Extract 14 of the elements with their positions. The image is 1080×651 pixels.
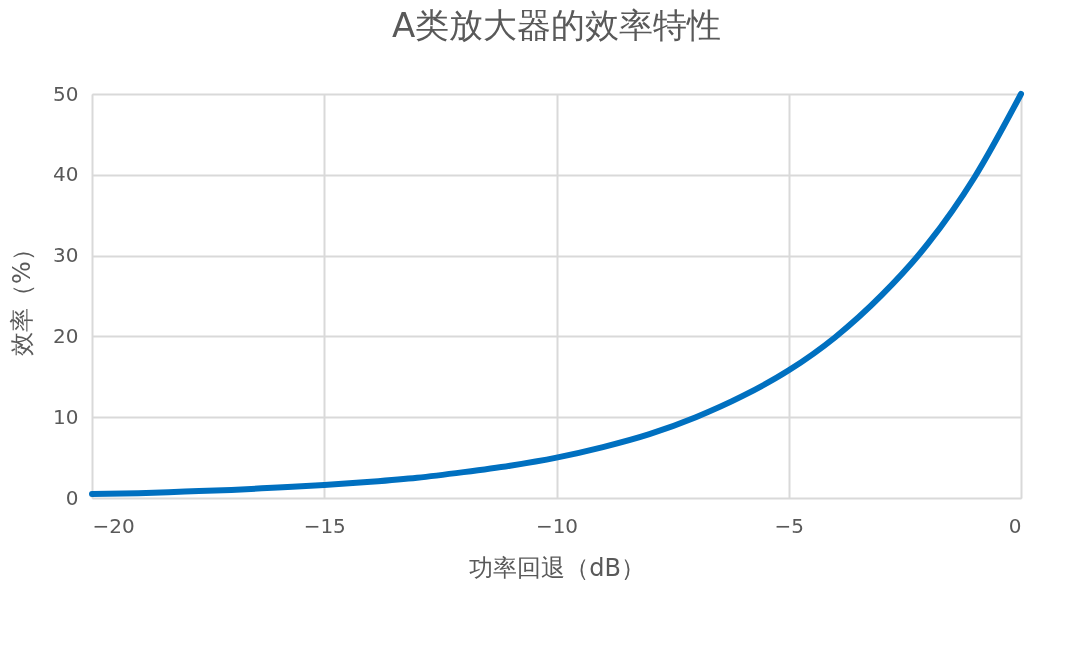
- x-tick-label: −5: [774, 513, 804, 538]
- x-tick-label: −10: [535, 513, 579, 538]
- y-tick-label: 40: [53, 162, 79, 187]
- y-tick-label: 20: [53, 323, 79, 348]
- y-tick-label: 10: [53, 404, 79, 429]
- x-tick-label: −20: [92, 513, 135, 538]
- x-axis-title: 功率回退（dB）: [469, 553, 645, 582]
- y-tick-label: 0: [65, 485, 79, 510]
- y-tick-label: 50: [53, 81, 79, 106]
- x-tick-label: −15: [303, 513, 346, 538]
- y-axis-title: 效率（%）: [8, 237, 37, 356]
- chart-title: A类放大器的效率特性: [391, 5, 722, 45]
- y-tick-label: 30: [53, 243, 79, 268]
- x-tick-label: 0: [1008, 513, 1022, 538]
